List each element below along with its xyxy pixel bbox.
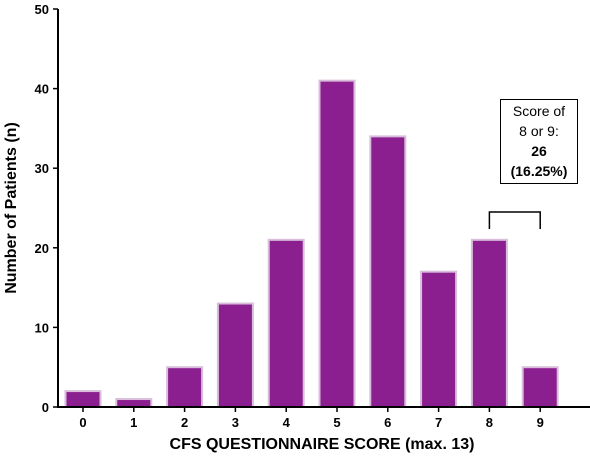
x-tick-label-8: 8 [486,415,493,430]
x-axis-title: CFS QUESTIONNAIRE SCORE (max. 13) [170,436,475,453]
x-tick-label-0: 0 [79,415,86,430]
x-tick-label-2: 2 [181,415,188,430]
x-tick-label-9: 9 [537,415,544,430]
x-tick-label-5: 5 [333,415,340,430]
y-tick-label-40: 40 [35,82,49,97]
bar-9 [521,366,559,409]
bar-1 [115,398,153,409]
annotation-line-1: Score of [512,103,566,119]
annotation-bracket [488,211,541,229]
y-tick-label-0: 0 [42,400,49,415]
y-tick-label-50: 50 [35,2,49,17]
bar-4 [267,238,305,408]
bar-6 [369,135,407,409]
annotation-box: Score of 8 or 9: 26 (16.25%) [500,99,578,184]
x-tick-label-3: 3 [232,415,239,430]
bars-group [64,79,559,409]
y-ticks-group: 0 10 20 30 40 50 [35,2,58,415]
bar-2 [166,366,204,409]
bar-5 [318,79,356,408]
bar-8 [470,238,508,408]
annotation-count: 26 [531,143,547,159]
x-tick-label-7: 7 [435,415,442,430]
annotation-percent: (16.25%) [510,163,568,179]
x-tick-label-1: 1 [130,415,137,430]
y-axis-title: Number of Patients (n) [3,122,20,294]
x-tick-label-4: 4 [283,415,291,430]
bar-3 [216,302,254,408]
annotation-line-2: 8 or 9: [519,123,559,139]
y-tick-label-20: 20 [35,241,49,256]
x-tick-label-6: 6 [384,415,391,430]
bar-0 [64,390,102,408]
y-tick-label-10: 10 [35,320,49,335]
y-tick-label-30: 30 [35,161,49,176]
bar-7 [420,270,458,408]
x-ticks-group: 0 1 2 3 4 5 6 7 8 9 [79,407,544,430]
